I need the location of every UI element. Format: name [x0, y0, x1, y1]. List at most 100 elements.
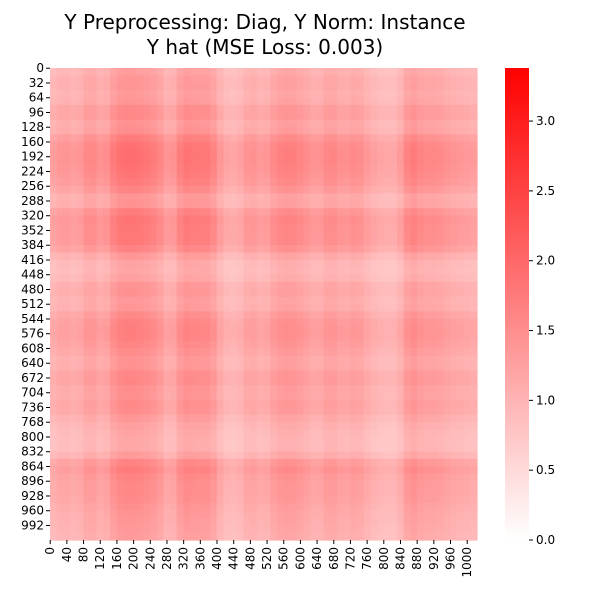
- heatmap-cell: [236, 171, 245, 180]
- heatmap-cell: [203, 436, 211, 445]
- heatmap-cell: [223, 267, 231, 276]
- heatmap-cell: [303, 495, 311, 504]
- heatmap-cell: [443, 525, 451, 534]
- heatmap-cell: [243, 230, 251, 239]
- heatmap-cell: [156, 503, 165, 512]
- heatmap-cell: [83, 215, 91, 224]
- heatmap-cell: [236, 473, 245, 482]
- heatmap-cell: [116, 90, 124, 99]
- heatmap-cell: [263, 363, 271, 371]
- heatmap-cell: [370, 82, 378, 91]
- heatmap-cell: [423, 510, 431, 519]
- heatmap-cell: [436, 141, 445, 150]
- heatmap-cell: [130, 156, 138, 165]
- heatmap-cell: [156, 171, 165, 180]
- heatmap-cell: [456, 326, 465, 335]
- heatmap-cell: [330, 326, 338, 335]
- heatmap-cell: [383, 503, 391, 512]
- heatmap-cell: [370, 90, 378, 99]
- heatmap-cell: [463, 318, 471, 327]
- heatmap-cell: [430, 399, 438, 408]
- heatmap-cell: [216, 525, 225, 534]
- heatmap-cell: [130, 104, 138, 113]
- heatmap-cell: [396, 326, 405, 335]
- heatmap-cell: [103, 304, 111, 312]
- heatmap-cell: [296, 274, 305, 283]
- heatmap-cell: [450, 392, 458, 401]
- heatmap-cell: [183, 97, 191, 106]
- heatmap-cell: [163, 222, 171, 231]
- heatmap-cell: [190, 451, 198, 460]
- heatmap-cell: [150, 392, 158, 401]
- heatmap-cell: [250, 340, 258, 349]
- heatmap-cell: [283, 252, 291, 261]
- heatmap-cell: [416, 488, 425, 497]
- heatmap-cell: [436, 436, 445, 445]
- heatmap-cell: [76, 200, 84, 209]
- heatmap-cell: [216, 208, 225, 217]
- heatmap-cell: [196, 503, 205, 512]
- heatmap-cell: [443, 163, 451, 172]
- heatmap-cell: [230, 399, 238, 408]
- heatmap-cell: [316, 392, 325, 401]
- heatmap-cell: [196, 82, 205, 91]
- heatmap-cell: [216, 97, 225, 106]
- heatmap-cell: [56, 186, 64, 194]
- heatmap-cell: [190, 245, 198, 253]
- heatmap-cell: [383, 215, 391, 224]
- heatmap-cell: [116, 127, 124, 135]
- heatmap-cell: [210, 267, 218, 276]
- heatmap-cell: [270, 355, 278, 364]
- heatmap-cell: [223, 481, 231, 489]
- heatmap-cell: [190, 429, 198, 438]
- heatmap-cell: [170, 127, 178, 135]
- heatmap-cell: [383, 451, 391, 460]
- heatmap-cell: [263, 481, 271, 489]
- heatmap-cell: [116, 156, 124, 165]
- heatmap-cell: [116, 363, 124, 371]
- heatmap-cell: [76, 163, 84, 172]
- heatmap-cell: [303, 326, 311, 335]
- heatmap-cell: [456, 259, 465, 268]
- heatmap-cell: [256, 525, 265, 534]
- y-tick-label: 32: [29, 76, 44, 90]
- heatmap-cell: [76, 141, 84, 150]
- heatmap-cell: [116, 517, 124, 526]
- heatmap-cell: [270, 532, 278, 541]
- y-tick-label: 64: [29, 91, 44, 105]
- heatmap-cell: [110, 333, 118, 342]
- heatmap-cell: [130, 370, 138, 379]
- heatmap-cell: [50, 311, 58, 320]
- heatmap-cell: [223, 156, 231, 165]
- heatmap-cell: [103, 200, 111, 209]
- heatmap-cell: [176, 363, 185, 371]
- heatmap-cell: [263, 377, 271, 386]
- heatmap-cell: [296, 481, 305, 489]
- heatmap-cell: [296, 451, 305, 460]
- heatmap-cell: [363, 252, 371, 261]
- heatmap-cell: [470, 503, 478, 512]
- heatmap-cell: [336, 495, 345, 504]
- heatmap-cell: [63, 289, 71, 298]
- heatmap-cell: [183, 488, 191, 497]
- heatmap-cell: [143, 414, 151, 423]
- heatmap-cell: [370, 429, 378, 438]
- heatmap-cell: [390, 134, 398, 143]
- heatmap-cell: [130, 230, 138, 239]
- heatmap-cell: [470, 267, 478, 276]
- heatmap-cell: [363, 178, 371, 187]
- heatmap-cell: [96, 252, 104, 261]
- heatmap-cell: [263, 75, 271, 84]
- heatmap-cell: [310, 281, 318, 290]
- heatmap-cell: [236, 112, 245, 121]
- heatmap-cell: [456, 75, 465, 84]
- heatmap-cell: [56, 407, 64, 416]
- heatmap-cell: [330, 186, 338, 194]
- heatmap-cell: [410, 348, 418, 357]
- heatmap-cell: [250, 208, 258, 217]
- heatmap-cell: [110, 119, 118, 128]
- heatmap-cell: [136, 104, 144, 113]
- heatmap-cell: [343, 274, 351, 283]
- heatmap-cell: [190, 495, 198, 504]
- heatmap-cell: [216, 326, 225, 335]
